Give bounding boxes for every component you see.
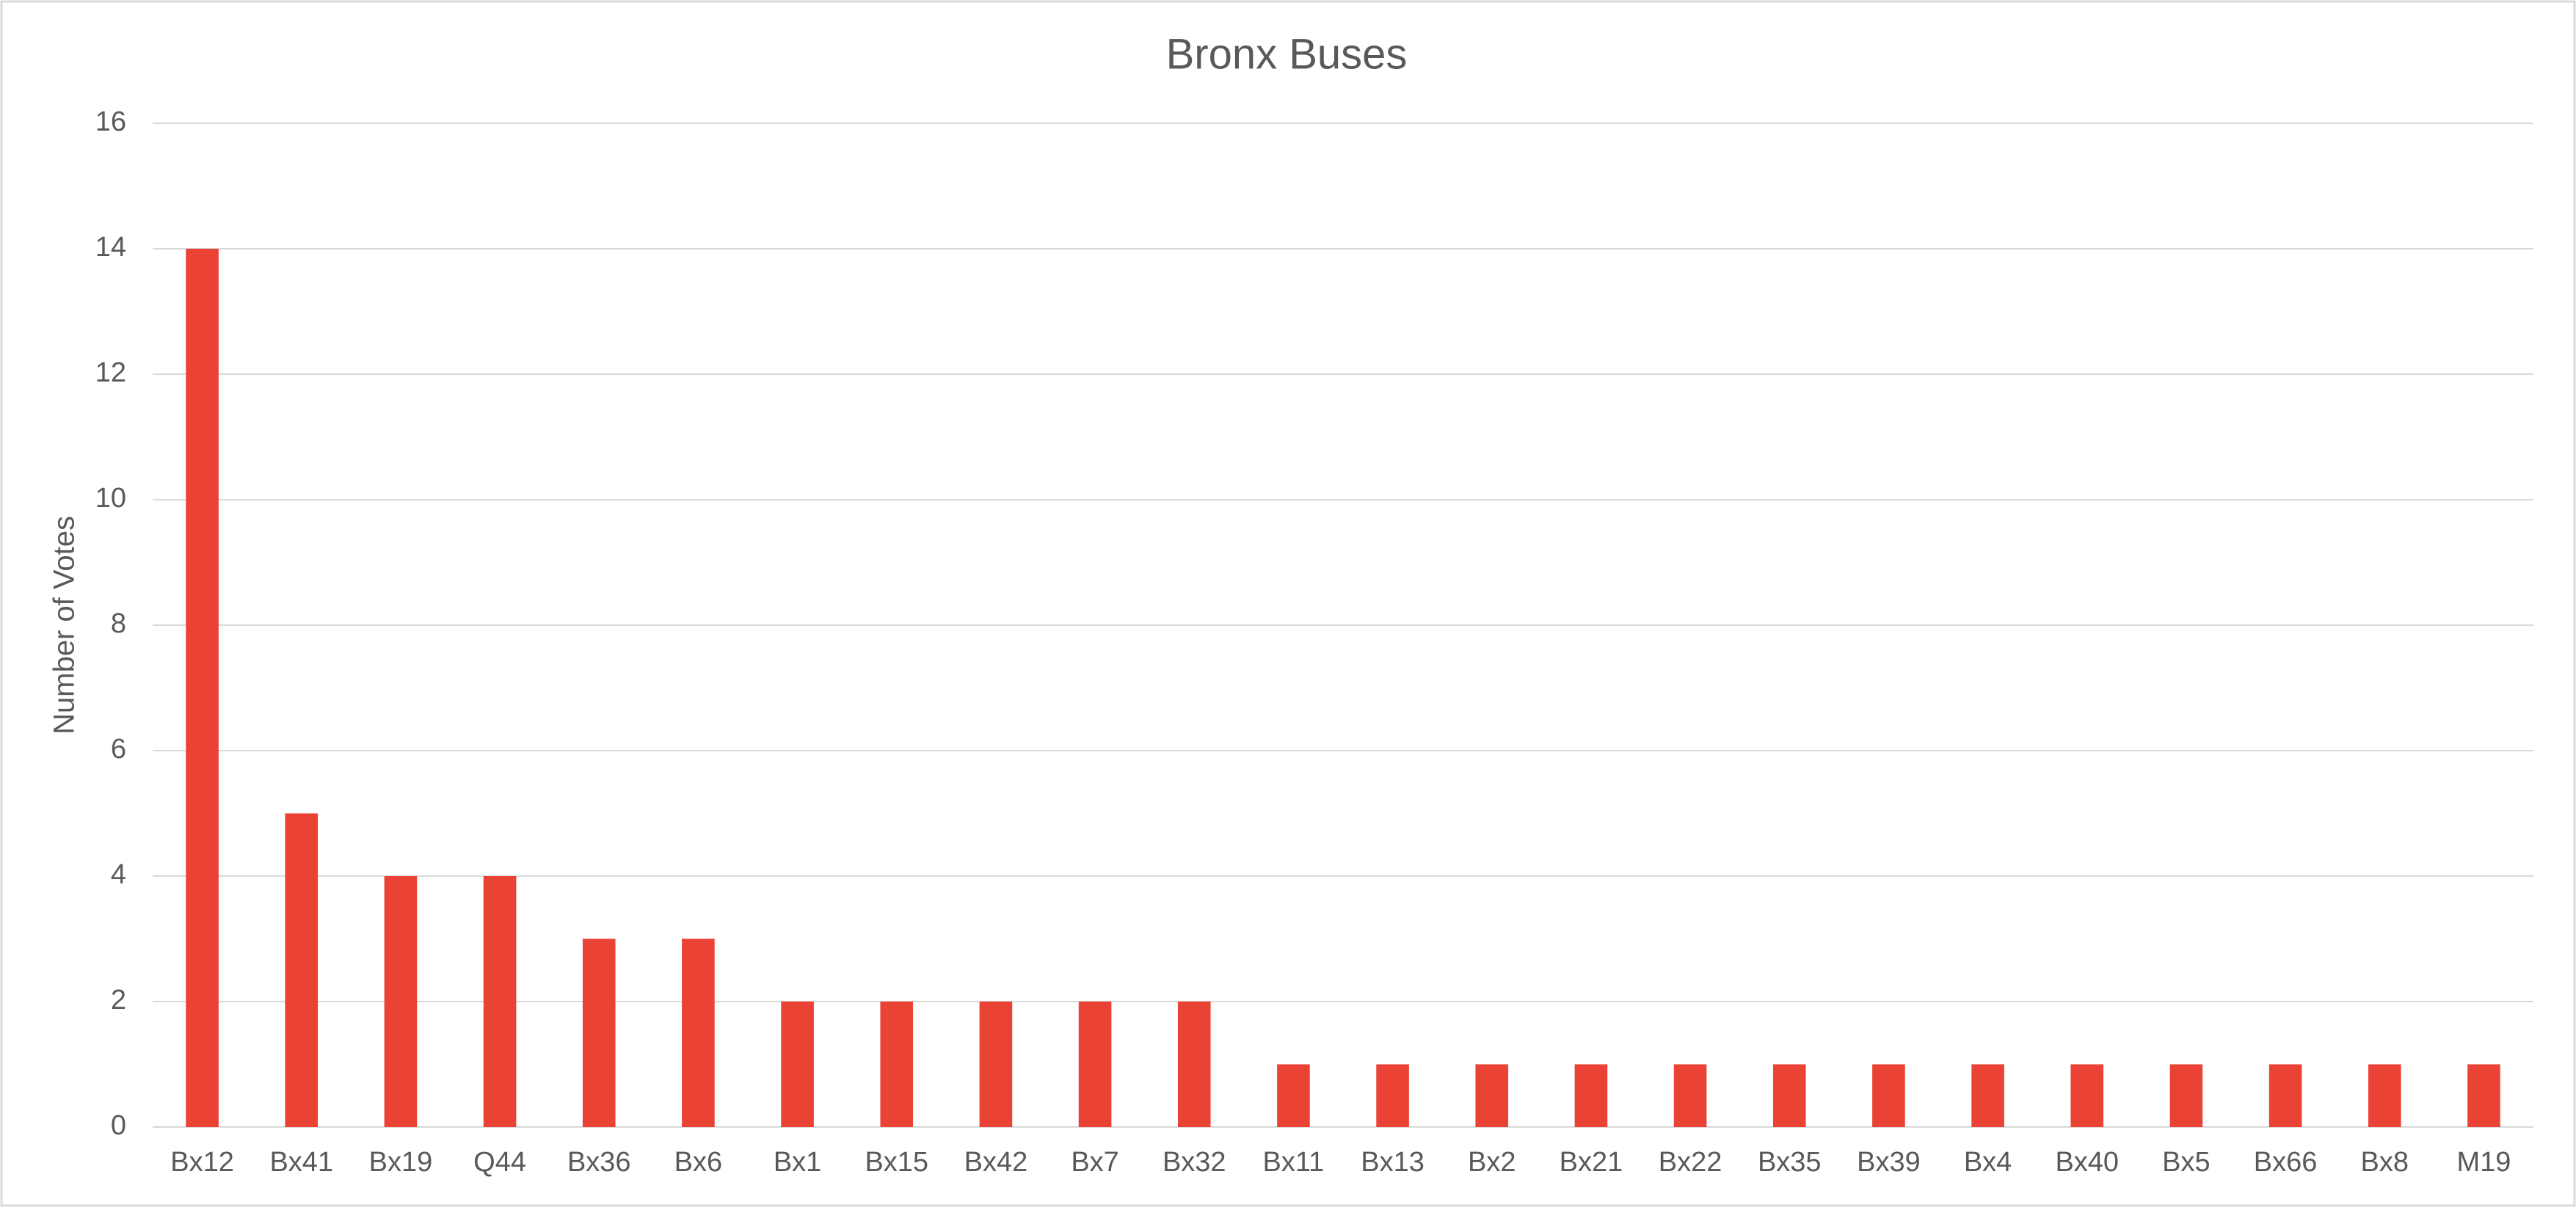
bar — [880, 1002, 914, 1127]
y-tick-label: 10 — [95, 483, 126, 514]
x-tick-label: Bx36 — [567, 1147, 631, 1178]
x-tick-label: Bx39 — [1857, 1147, 1921, 1178]
bar — [682, 938, 715, 1127]
bar — [2467, 1064, 2500, 1127]
y-axis-label: Number of Votes — [48, 516, 81, 734]
y-tick-label: 14 — [95, 232, 126, 263]
y-tick-label: 0 — [111, 1110, 126, 1141]
bar — [2169, 1064, 2203, 1127]
bar — [582, 938, 616, 1127]
bar — [1277, 1064, 1310, 1127]
bar — [2368, 1064, 2401, 1127]
x-tick-label: Bx1 — [774, 1147, 821, 1178]
x-tick-label: Bx4 — [1964, 1147, 2012, 1178]
bar — [384, 876, 418, 1127]
y-tick-label: 6 — [111, 734, 126, 765]
y-tick-label: 4 — [111, 859, 126, 890]
chart-title: Bronx Buses — [1166, 30, 1408, 78]
y-tick-label: 16 — [95, 106, 126, 137]
bar — [1971, 1064, 2004, 1127]
x-tick-label: Bx12 — [170, 1147, 234, 1178]
bar — [1772, 1064, 1806, 1127]
bar — [979, 1002, 1013, 1127]
y-tick-label: 8 — [111, 608, 126, 639]
bar — [483, 876, 517, 1127]
x-tick-label: Bx42 — [964, 1147, 1028, 1178]
x-tick-label: Bx35 — [1758, 1147, 1822, 1178]
x-tick-label: Bx2 — [1468, 1147, 1516, 1178]
x-tick-label: M19 — [2456, 1147, 2511, 1178]
x-tick-label: Bx21 — [1560, 1147, 1623, 1178]
bar — [2268, 1064, 2302, 1127]
bar — [1177, 1002, 1211, 1127]
bar — [1673, 1064, 1707, 1127]
y-tick-label: 12 — [95, 357, 126, 388]
x-tick-label: Bx32 — [1163, 1147, 1226, 1178]
bar — [186, 249, 219, 1127]
bar — [1574, 1064, 1608, 1127]
x-tick-label: Bx6 — [674, 1147, 722, 1178]
x-tick-label: Bx8 — [2361, 1147, 2409, 1178]
bar — [1872, 1064, 1905, 1127]
bar — [1376, 1064, 1409, 1127]
x-tick-label: Bx15 — [865, 1147, 928, 1178]
x-tick-label: Bx11 — [1263, 1147, 1325, 1178]
bar — [285, 813, 319, 1127]
bar — [1475, 1064, 1509, 1127]
x-tick-label: Bx22 — [1659, 1147, 1722, 1178]
x-tick-label: Bx7 — [1071, 1147, 1118, 1178]
x-tick-label: Bx40 — [2055, 1147, 2119, 1178]
x-tick-label: Bx5 — [2162, 1147, 2210, 1178]
x-tick-label: Q44 — [473, 1147, 526, 1178]
x-tick-label: Bx66 — [2254, 1147, 2318, 1178]
bar — [2070, 1064, 2104, 1127]
x-tick-label: Bx13 — [1361, 1147, 1425, 1178]
x-tick-label: Bx19 — [369, 1147, 433, 1178]
x-tick-label: Bx41 — [269, 1147, 333, 1178]
bar — [781, 1002, 814, 1127]
y-tick-label: 2 — [111, 985, 126, 1015]
bar — [1078, 1002, 1112, 1127]
